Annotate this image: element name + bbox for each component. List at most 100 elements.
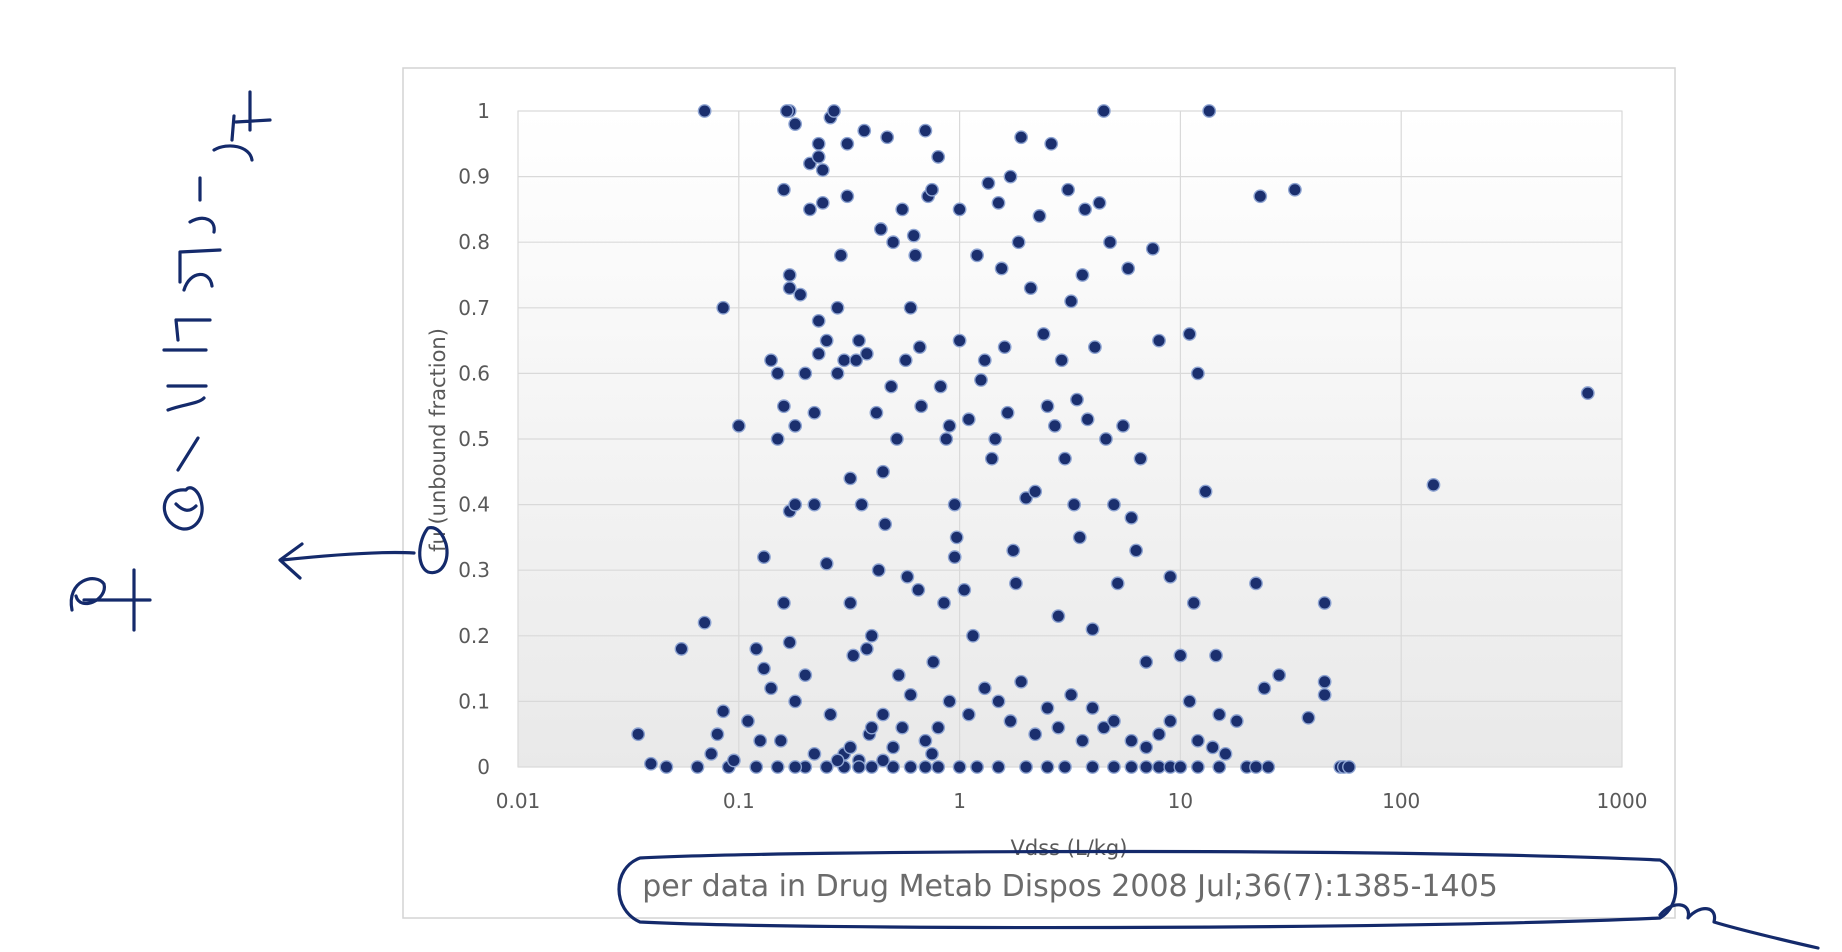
- data-point: [864, 760, 879, 774]
- data-point: [1190, 760, 1205, 774]
- data-point: [988, 432, 1003, 446]
- data-point: [1317, 596, 1332, 610]
- data-point: [1036, 327, 1051, 341]
- data-point: [1075, 733, 1090, 748]
- data-point: [1072, 530, 1087, 545]
- data-point: [1205, 740, 1220, 755]
- data-point: [843, 471, 858, 486]
- data-point: [716, 704, 731, 719]
- data-point: [970, 248, 984, 263]
- data-point: [741, 714, 755, 728]
- data-point: [1044, 136, 1059, 151]
- data-point: [1092, 195, 1107, 210]
- data-point: [1163, 714, 1178, 728]
- data-point: [1124, 760, 1139, 774]
- data-point: [1011, 235, 1026, 250]
- data-point: [991, 195, 1006, 210]
- data-point: [782, 281, 797, 296]
- data-point: [961, 707, 976, 722]
- y-axis-title: fu (unbound fraction): [426, 328, 450, 552]
- data-point: [878, 517, 893, 532]
- data-point: [898, 353, 913, 368]
- y-tick-label: 0.5: [458, 427, 490, 451]
- data-point: [811, 136, 826, 151]
- data-point: [966, 628, 980, 643]
- data-point: [906, 228, 921, 243]
- data-point: [886, 760, 901, 774]
- data-point: [1058, 760, 1072, 774]
- data-point: [753, 733, 768, 748]
- data-point: [788, 497, 803, 512]
- data-point: [918, 733, 933, 748]
- data-point: [1212, 760, 1227, 774]
- data-point: [1019, 491, 1033, 505]
- data-point: [957, 582, 972, 597]
- data-point: [886, 235, 901, 250]
- data-point: [1003, 169, 1018, 184]
- data-point: [1253, 189, 1268, 204]
- data-point: [981, 176, 996, 191]
- data-point: [849, 353, 864, 368]
- data-point: [977, 353, 992, 368]
- data-point: [1000, 405, 1015, 420]
- data-point: [697, 615, 712, 630]
- data-point: [895, 202, 910, 217]
- data-point: [1152, 727, 1166, 742]
- data-point: [631, 727, 646, 742]
- data-point: [903, 687, 918, 702]
- data-point: [1032, 209, 1047, 223]
- data-point: [903, 300, 918, 315]
- data-point: [644, 756, 658, 771]
- data-point: [873, 222, 888, 236]
- data-point: [749, 760, 764, 774]
- data-point: [895, 720, 910, 735]
- y-tick-label: 0: [477, 755, 490, 779]
- data-point: [926, 655, 941, 669]
- data-point: [1006, 543, 1021, 558]
- y-tick-label: 0.1: [458, 689, 490, 713]
- data-point: [1229, 714, 1244, 728]
- data-point: [749, 642, 764, 656]
- data-point: [859, 642, 874, 656]
- data-point: [1019, 760, 1033, 774]
- data-point: [1107, 760, 1121, 774]
- data-point: [833, 248, 848, 263]
- data-point: [840, 136, 855, 151]
- data-point: [939, 432, 954, 446]
- data-point: [871, 563, 886, 578]
- data-point: [880, 130, 895, 145]
- data-point: [1301, 710, 1316, 725]
- data-point: [942, 694, 957, 709]
- data-point: [793, 287, 808, 302]
- data-point: [1088, 340, 1102, 355]
- data-point: [884, 379, 899, 394]
- data-point: [1107, 497, 1121, 512]
- x-tick-label: 0.01: [496, 789, 541, 813]
- data-point: [931, 760, 946, 774]
- data-point: [697, 104, 712, 118]
- data-point: [840, 189, 855, 204]
- data-point: [843, 596, 858, 610]
- x-tick-label: 1000: [1597, 789, 1648, 813]
- x-tick-label: 100: [1382, 789, 1420, 813]
- data-point: [984, 451, 999, 466]
- data-point: [1028, 727, 1043, 742]
- data-point: [798, 366, 813, 381]
- data-point: [776, 182, 791, 197]
- data-point: [690, 760, 705, 774]
- data-point: [1317, 687, 1332, 702]
- data-point: [846, 648, 861, 663]
- data-point: [1047, 418, 1062, 433]
- data-point: [1061, 182, 1075, 197]
- data-point: [952, 202, 967, 217]
- data-point: [1014, 130, 1029, 145]
- data-point: [864, 720, 879, 735]
- data-point: [764, 353, 778, 368]
- data-point: [1067, 497, 1081, 512]
- source-note: per data in Drug Metab Dispos 2008 Jul;3…: [642, 869, 1498, 904]
- data-point: [659, 760, 674, 774]
- data-point: [779, 104, 794, 118]
- data-point: [798, 668, 813, 683]
- data-point: [1145, 241, 1160, 256]
